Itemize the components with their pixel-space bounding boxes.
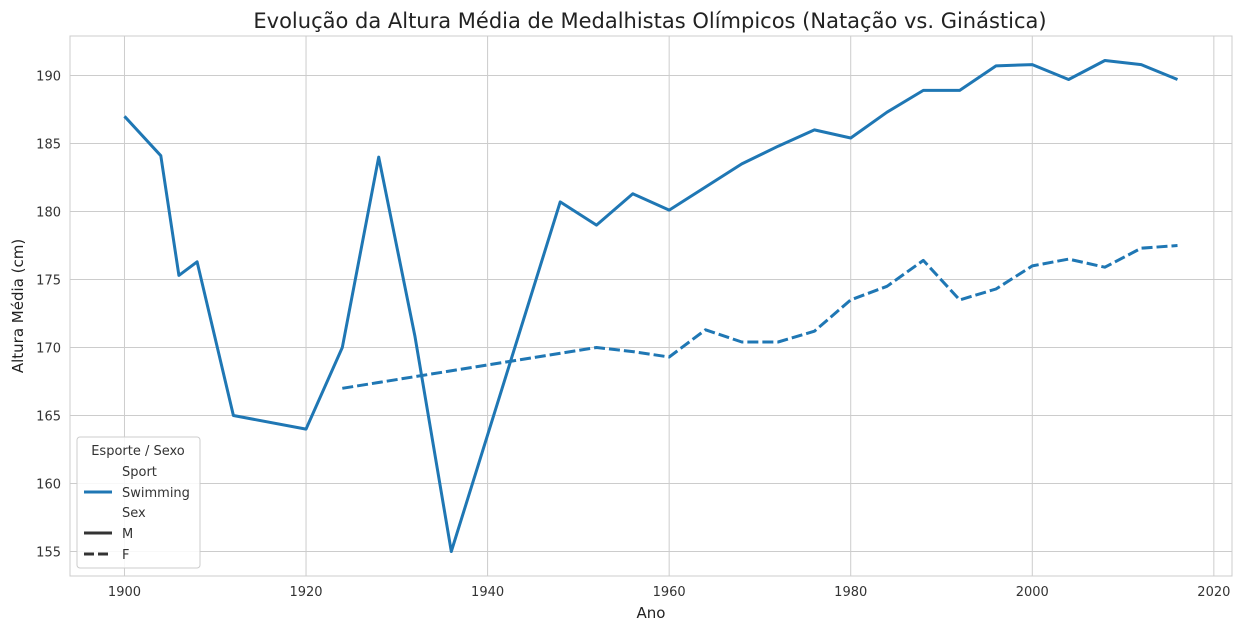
x-tick-label: 2020 [1197, 585, 1230, 600]
series-line-swimming-m [123, 59, 1179, 553]
legend-f-label: F [122, 548, 129, 563]
y-tick-label: 170 [36, 341, 61, 356]
series-lines [123, 59, 1179, 553]
x-tick-label: 1900 [108, 585, 141, 600]
x-tick-label: 1940 [471, 585, 504, 600]
x-tick-label: 1980 [834, 585, 867, 600]
legend-m-label: M [122, 527, 133, 542]
y-tick-label: 185 [36, 137, 61, 152]
chart-title: Evolução da Altura Média de Medalhistas … [253, 9, 1046, 33]
y-tick-label: 175 [36, 273, 61, 288]
legend-title: Esporte / Sexo [91, 444, 185, 459]
legend: Esporte / Sexo Sport Swimming Sex M F [76, 436, 201, 569]
x-tick-label: 2000 [1016, 585, 1049, 600]
legend-box [76, 436, 201, 569]
legend-sport-header: Sport [122, 465, 157, 480]
x-axis-label: Ano [637, 604, 666, 622]
legend-swimming-label: Swimming [122, 486, 190, 501]
x-tick-label: 1960 [653, 585, 686, 600]
y-tick-label: 190 [36, 69, 61, 84]
series-line-swimming-f [342, 244, 1178, 390]
axis-ticks: 1900 1920 1940 1960 1980 2000 2020 155 160 165 170… [36, 69, 1230, 600]
plot-area-frame [69, 35, 1233, 577]
y-tick-label: 155 [36, 546, 61, 561]
y-tick-label: 180 [36, 205, 61, 220]
y-tick-label: 160 [36, 478, 61, 493]
y-axis-label: Altura Média (cm) [9, 239, 27, 373]
legend-sex-header: Sex [122, 506, 146, 521]
gridlines [70, 36, 1232, 576]
x-tick-label: 1920 [289, 585, 322, 600]
y-tick-label: 165 [36, 409, 61, 424]
